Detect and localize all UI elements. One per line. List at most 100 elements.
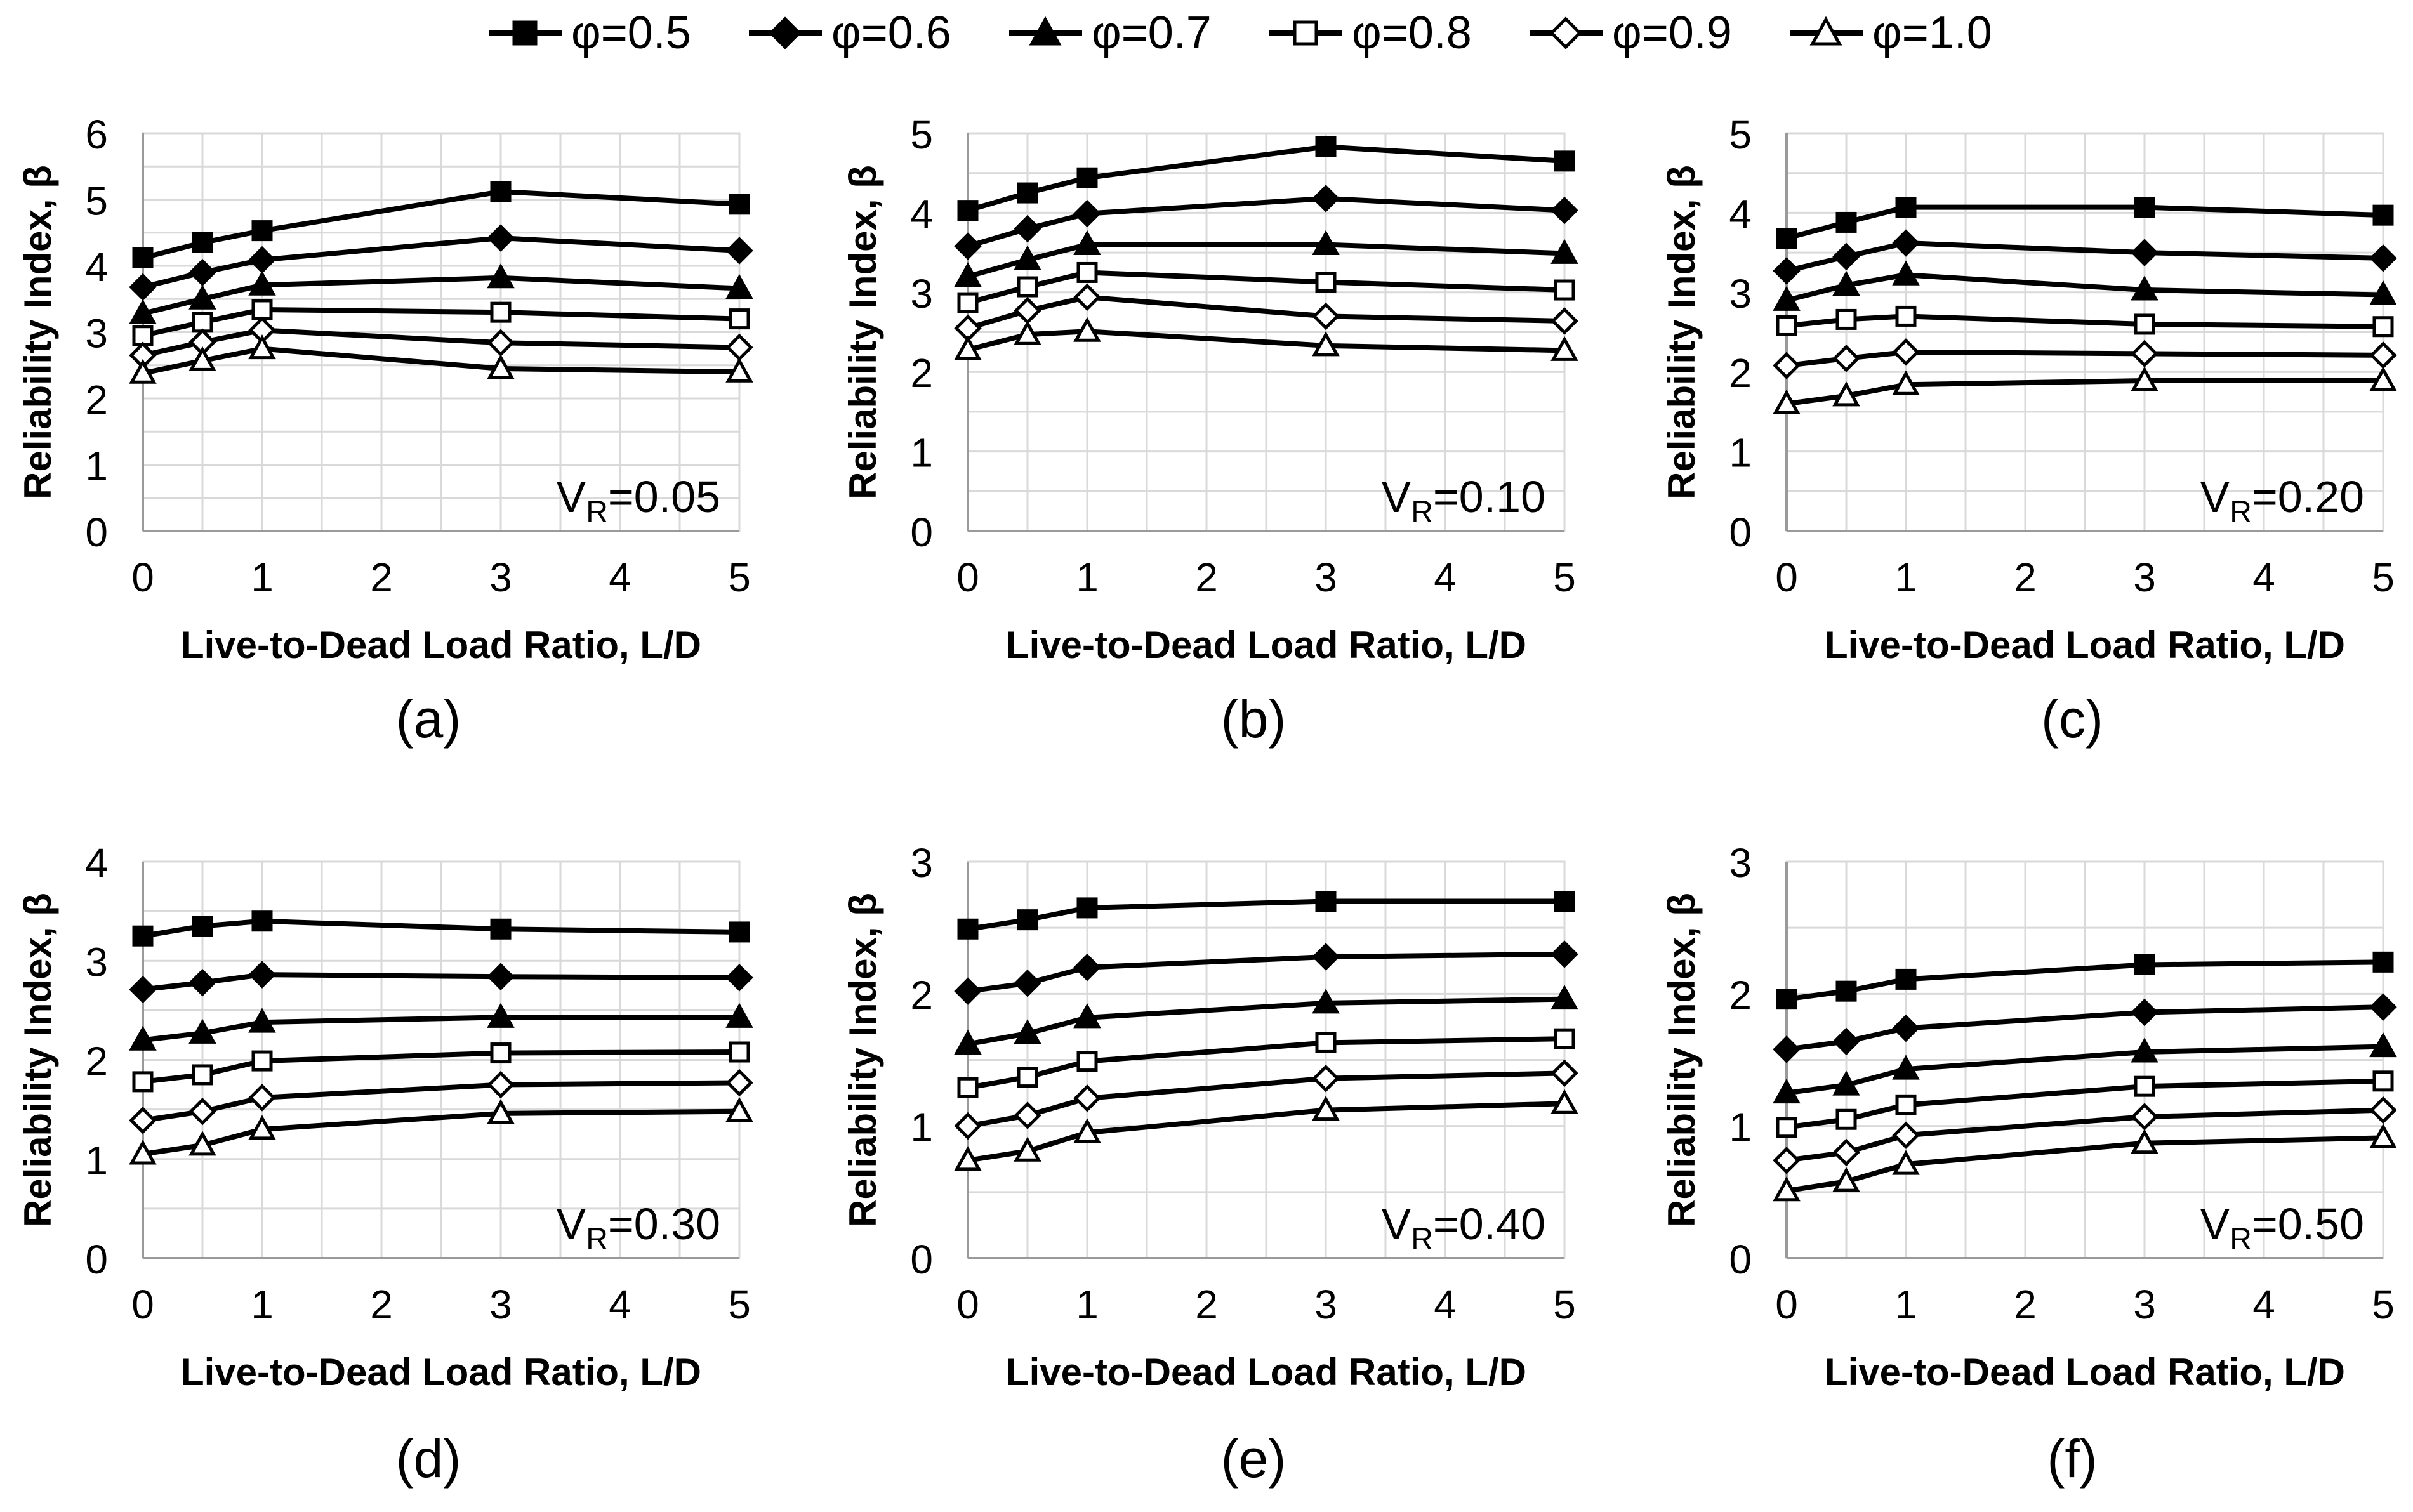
data-point [1014,245,1041,270]
y-axis-title: Reliability Index, β [1660,165,1703,499]
vr-value: =0.30 [608,1199,720,1249]
data-point [188,1018,216,1044]
data-point [1892,229,1920,257]
chart-panel-a: 0 1 2 3 4 5 6 0 1 2 3 4 5 Live-to-Dead Load Ratio, L/… [17,112,753,749]
data-point [1017,182,1038,204]
vr-annotation: VR=0.50 [2200,1199,2365,1256]
x-tick-label: 2 [1195,1282,1218,1327]
series-6 [1773,366,2397,414]
data-point [725,1097,753,1122]
data-point [2134,1075,2155,1097]
data-point [725,333,753,362]
data-point [1550,1059,1578,1088]
data-point [954,1146,982,1171]
y-tick-label: 4 [1729,191,1752,237]
data-point [192,232,213,253]
data-point [1554,279,1575,301]
data-point [2134,197,2155,218]
data-point [954,262,982,287]
series-6 [129,1097,753,1165]
y-tick-label: 2 [85,377,108,423]
data-point [2369,993,2397,1021]
data-point [132,247,154,268]
x-tick-label: 0 [131,1282,154,1327]
data-point [1892,338,1920,366]
data-point [729,308,750,330]
data-point [2369,244,2397,272]
x-tick-label: 0 [1775,1282,1798,1327]
y-tick-label: 3 [910,840,933,886]
data-point [487,224,515,252]
data-point [1017,909,1038,931]
panel-label: (e) [1221,1429,1286,1489]
data-point [725,1003,753,1028]
data-point [954,335,982,360]
data-point [1312,230,1340,256]
series-2 [954,940,1578,1005]
data-point [1892,1150,1920,1175]
data-point [957,200,979,221]
data-point [1895,968,1917,990]
vr-main: V [557,1199,586,1249]
data-point [1773,1035,1801,1063]
panel-label: (d) [396,1429,461,1489]
y-tick-label: 1 [85,444,108,489]
x-axis-title: Live-to-Dead Load Ratio, L/D [1825,624,2345,666]
vr-subscript: R [586,1223,608,1256]
legend-label: φ=0.9 [1612,8,1732,58]
vr-main: V [557,472,586,522]
data-point [954,232,982,260]
data-point [1895,197,1917,218]
chart-panel-c: 0 1 2 3 4 5 0 1 2 3 4 5 Live-to-Dead Load Ratio, L/D… [1660,112,2397,749]
data-point [1832,345,1860,372]
y-tick-label: 2 [1729,972,1752,1018]
grid [967,860,1566,1258]
data-point [1076,167,1098,188]
y-tick-label: 4 [910,191,933,237]
x-tick-label: 5 [2372,1282,2395,1327]
vr-main: V [2200,1199,2230,1249]
y-tick-label: 3 [910,271,933,317]
data-point [1073,199,1101,228]
data-point [1014,1019,1041,1044]
vr-value: =0.10 [1433,472,1545,522]
data-point [1076,261,1098,283]
legend-item: φ=1.0 [1790,8,1992,58]
data-point [2131,1037,2158,1063]
data-point [1773,389,1801,414]
series-4 [1776,305,2394,338]
data-point [251,1050,273,1072]
x-tick-label: 4 [609,1282,631,1327]
legend-item: φ=0.7 [1009,8,1212,58]
data-point [2134,954,2155,975]
y-axis-title: Reliability Index, β [17,893,59,1227]
data-point [248,334,276,360]
data-point [1554,891,1575,912]
vr-subscript: R [1411,1223,1433,1256]
data-point [2369,1032,2397,1058]
series-1 [957,136,1575,221]
data-point [129,975,157,1004]
y-tick-label: 6 [85,112,108,157]
series-3 [954,985,1578,1055]
y-tick-label: 4 [85,840,108,886]
series-1 [957,891,1575,940]
data-point [1017,1067,1038,1088]
data-point [1550,239,1578,264]
x-tick-label: 5 [1553,555,1576,600]
data-point [1832,1027,1860,1056]
data-point [1773,257,1801,285]
data-point [1312,989,1340,1014]
series-1 [1776,197,2394,249]
data-point [490,918,512,940]
legend-label: φ=1.0 [1872,8,1992,58]
y-axis-title: Reliability Index, β [17,165,59,499]
data-point [1073,1118,1101,1143]
data-point [188,258,216,287]
x-tick-label: 1 [251,555,274,600]
y-tick-label: 5 [1729,112,1752,157]
x-tick-label: 3 [1314,1282,1337,1327]
y-tick-label: 1 [1729,430,1752,476]
series-2 [1773,229,2397,285]
data-point [1832,1070,1860,1096]
